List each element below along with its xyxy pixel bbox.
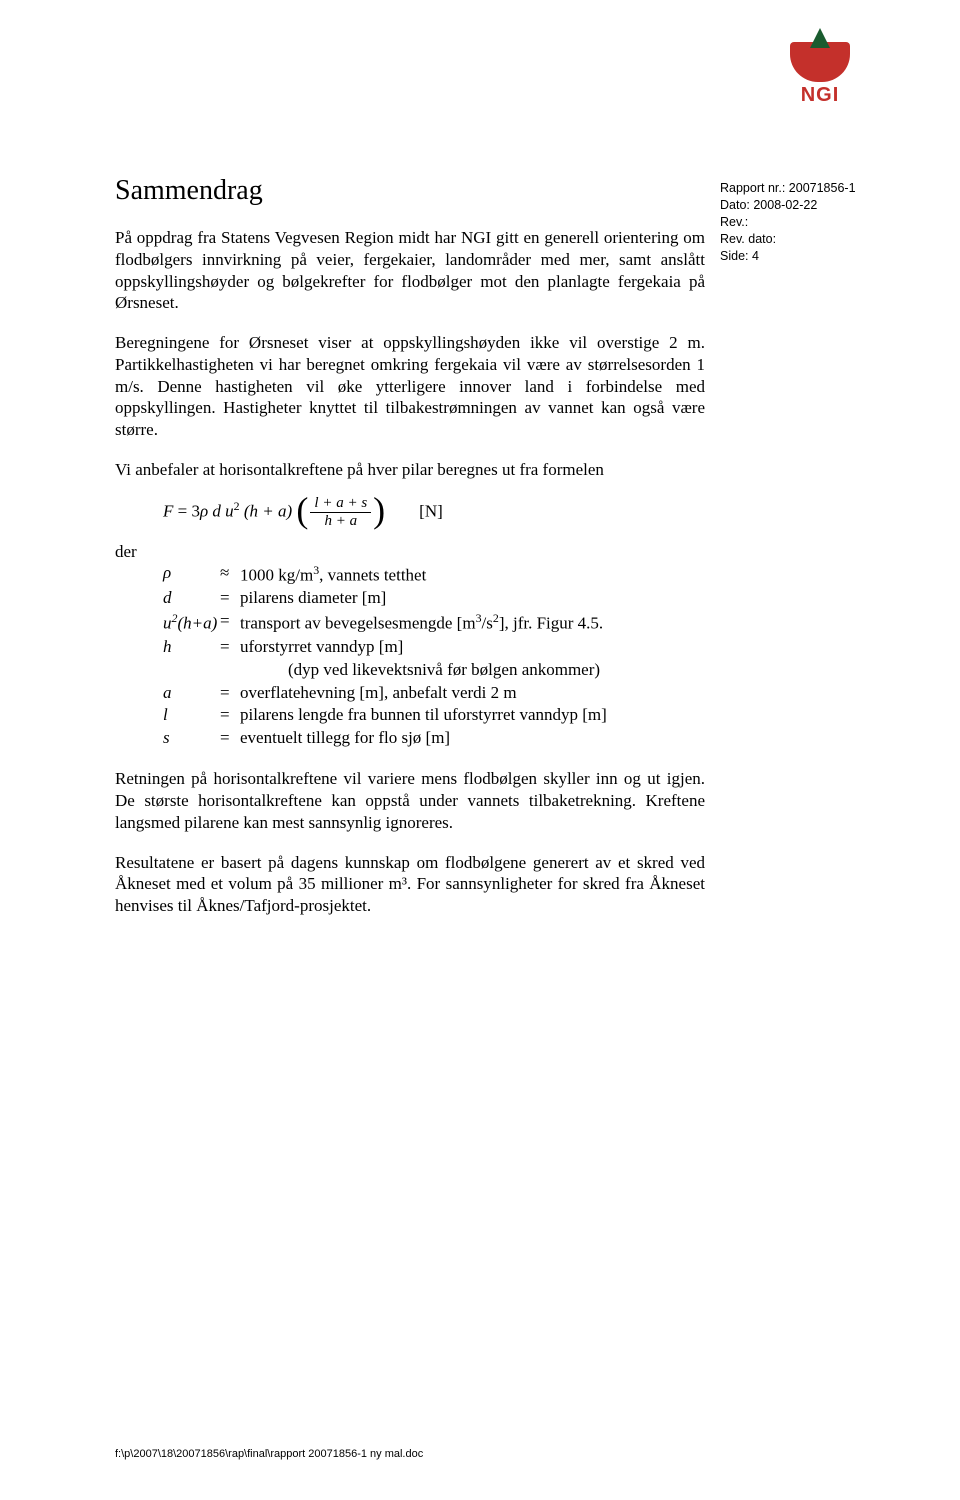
logo-tree-icon	[810, 28, 830, 48]
definition-eq: =	[220, 682, 240, 705]
definition-row: d=pilarens diameter [m]	[115, 587, 705, 610]
definition-symbol: s	[115, 727, 220, 750]
definition-row: u2(h+a)=transport av bevegelsesmengde [m…	[115, 610, 705, 636]
summary-para-5: Resultatene er basert på dagens kunnskap…	[115, 852, 705, 917]
formula-numerator: l + a + s	[310, 495, 371, 513]
definition-eq: =	[220, 587, 240, 610]
formula-unit: [N]	[419, 501, 443, 520]
formula-denominator: h + a	[310, 513, 371, 530]
definition-row: s=eventuelt tillegg for flo sjø [m]	[115, 727, 705, 750]
definition-symbol: l	[115, 704, 220, 727]
formula-u: u	[225, 501, 234, 520]
page-content: Sammendrag På oppdrag fra Statens Vegves…	[115, 175, 705, 935]
formula-ha: (h + a)	[244, 501, 292, 520]
definition-symbol: a	[115, 682, 220, 705]
definition-value: 1000 kg/m3, vannets tetthet	[240, 562, 705, 588]
company-logo: NGI	[790, 42, 850, 104]
page-title: Sammendrag	[115, 175, 705, 207]
meta-date: Dato: 2008-02-22	[720, 197, 890, 214]
definition-value: uforstyrret vanndyp [m]	[240, 636, 705, 659]
definition-value: (dyp ved likevektsnivå før bølgen ankomm…	[115, 659, 600, 682]
formula-lhs: F	[163, 501, 173, 520]
force-formula: F = 3ρ d u2 (h + a) (l + a + sh + a) [N]	[163, 495, 705, 530]
summary-para-1: På oppdrag fra Statens Vegvesen Region m…	[115, 227, 705, 314]
meta-report-nr: Rapport nr.: 20071856-1	[720, 180, 890, 197]
meta-page: Side: 4	[720, 248, 890, 265]
meta-rev: Rev.:	[720, 214, 890, 231]
symbol-definitions: ρ≈1000 kg/m3, vannets tetthetd=pilarens …	[115, 562, 705, 751]
definition-row: (dyp ved likevektsnivå før bølgen ankomm…	[115, 659, 705, 682]
formula-fraction: l + a + sh + a	[310, 495, 371, 530]
definition-symbol: ρ	[115, 562, 220, 588]
definition-eq: ≈	[220, 562, 240, 588]
footer-filepath: f:\p\2007\18\20071856\rap\final\rapport …	[115, 1448, 423, 1460]
definition-row: a=overflatehevning [m], anbefalt verdi 2…	[115, 682, 705, 705]
definition-symbol: d	[115, 587, 220, 610]
logo-text: NGI	[790, 84, 850, 107]
formula-d: d	[212, 501, 221, 520]
definition-eq: =	[220, 636, 240, 659]
definition-symbol: h	[115, 636, 220, 659]
definition-symbol: u2(h+a)	[115, 610, 220, 636]
definition-value: eventuelt tillegg for flo sjø [m]	[240, 727, 705, 750]
summary-para-3: Vi anbefaler at horisontalkreftene på hv…	[115, 459, 705, 481]
summary-para-2: Beregningene for Ørsneset viser at oppsk…	[115, 332, 705, 441]
definition-row: l=pilarens lengde fra bunnen til uforsty…	[115, 704, 705, 727]
definition-value: pilarens lengde fra bunnen til uforstyrr…	[240, 704, 705, 727]
formula-rho: ρ	[200, 501, 208, 520]
where-label: der	[115, 542, 705, 562]
meta-rev-date: Rev. dato:	[720, 231, 890, 248]
definition-eq: =	[220, 704, 240, 727]
definition-row: ρ≈1000 kg/m3, vannets tetthet	[115, 562, 705, 588]
formula-coef: 3	[191, 501, 200, 520]
summary-para-4: Retningen på horisontalkreftene vil vari…	[115, 768, 705, 833]
definition-value: overflatehevning [m], anbefalt verdi 2 m	[240, 682, 705, 705]
formula-u-exp: 2	[234, 498, 240, 512]
report-metadata: Rapport nr.: 20071856-1 Dato: 2008-02-22…	[720, 180, 890, 264]
logo-emblem	[790, 42, 850, 82]
definition-value: pilarens diameter [m]	[240, 587, 705, 610]
definition-eq: =	[220, 727, 240, 750]
definition-eq: =	[220, 610, 240, 636]
definition-row: h=uforstyrret vanndyp [m]	[115, 636, 705, 659]
definition-value: transport av bevegelsesmengde [m3/s2], j…	[240, 610, 705, 636]
